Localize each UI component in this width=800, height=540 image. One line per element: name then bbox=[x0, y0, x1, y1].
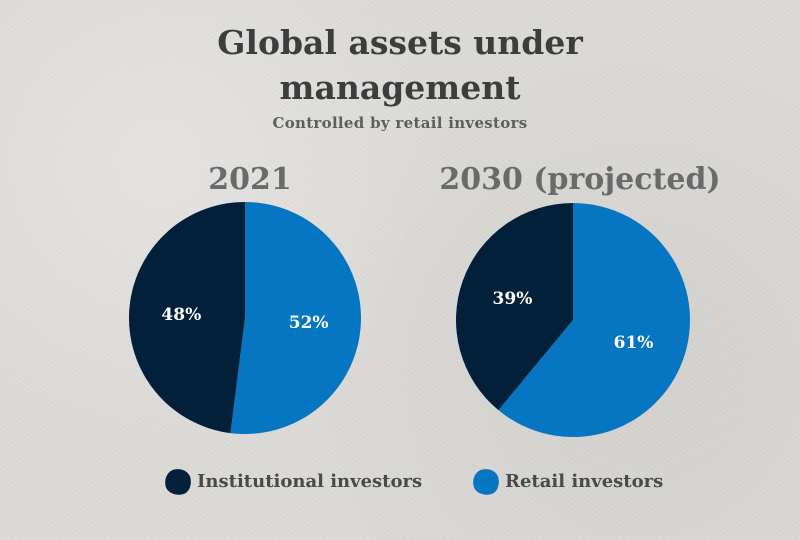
chart-title-line-1: Global assets under bbox=[217, 23, 583, 62]
legend-label-institutional: Institutional investors bbox=[197, 471, 423, 492]
pie-title-2030: 2030 (projected) bbox=[439, 162, 721, 197]
legend: Institutional investors Retail investors bbox=[0, 462, 800, 502]
pie-label-2030-retail: 61% bbox=[614, 333, 654, 353]
pie-title-2021: 2021 bbox=[208, 162, 292, 197]
pie-chart-2030: 61% 39% bbox=[455, 203, 690, 437]
legend-item-retail: Retail investors bbox=[470, 462, 664, 502]
pie-chart-2021: 52% 48% bbox=[129, 201, 362, 434]
pie-slice-2021-retail bbox=[230, 201, 362, 434]
pie-label-2030-institutional: 39% bbox=[493, 289, 533, 309]
pie-slice-2030-institutional bbox=[455, 203, 573, 411]
legend-label-retail: Retail investors bbox=[505, 471, 664, 492]
legend-item-institutional: Institutional investors bbox=[162, 462, 423, 502]
chart-title-line-2: management bbox=[279, 68, 521, 107]
pie-label-2021-institutional: 48% bbox=[161, 305, 201, 325]
legend-swatch-institutional bbox=[162, 466, 194, 498]
chart-subtitle: Controlled by retail investors bbox=[272, 114, 528, 132]
pie-slice-2021-institutional bbox=[129, 202, 245, 434]
legend-swatch-retail bbox=[470, 466, 502, 498]
pie-slice-2030-retail bbox=[498, 203, 690, 437]
pie-label-2021-retail: 52% bbox=[289, 313, 329, 333]
